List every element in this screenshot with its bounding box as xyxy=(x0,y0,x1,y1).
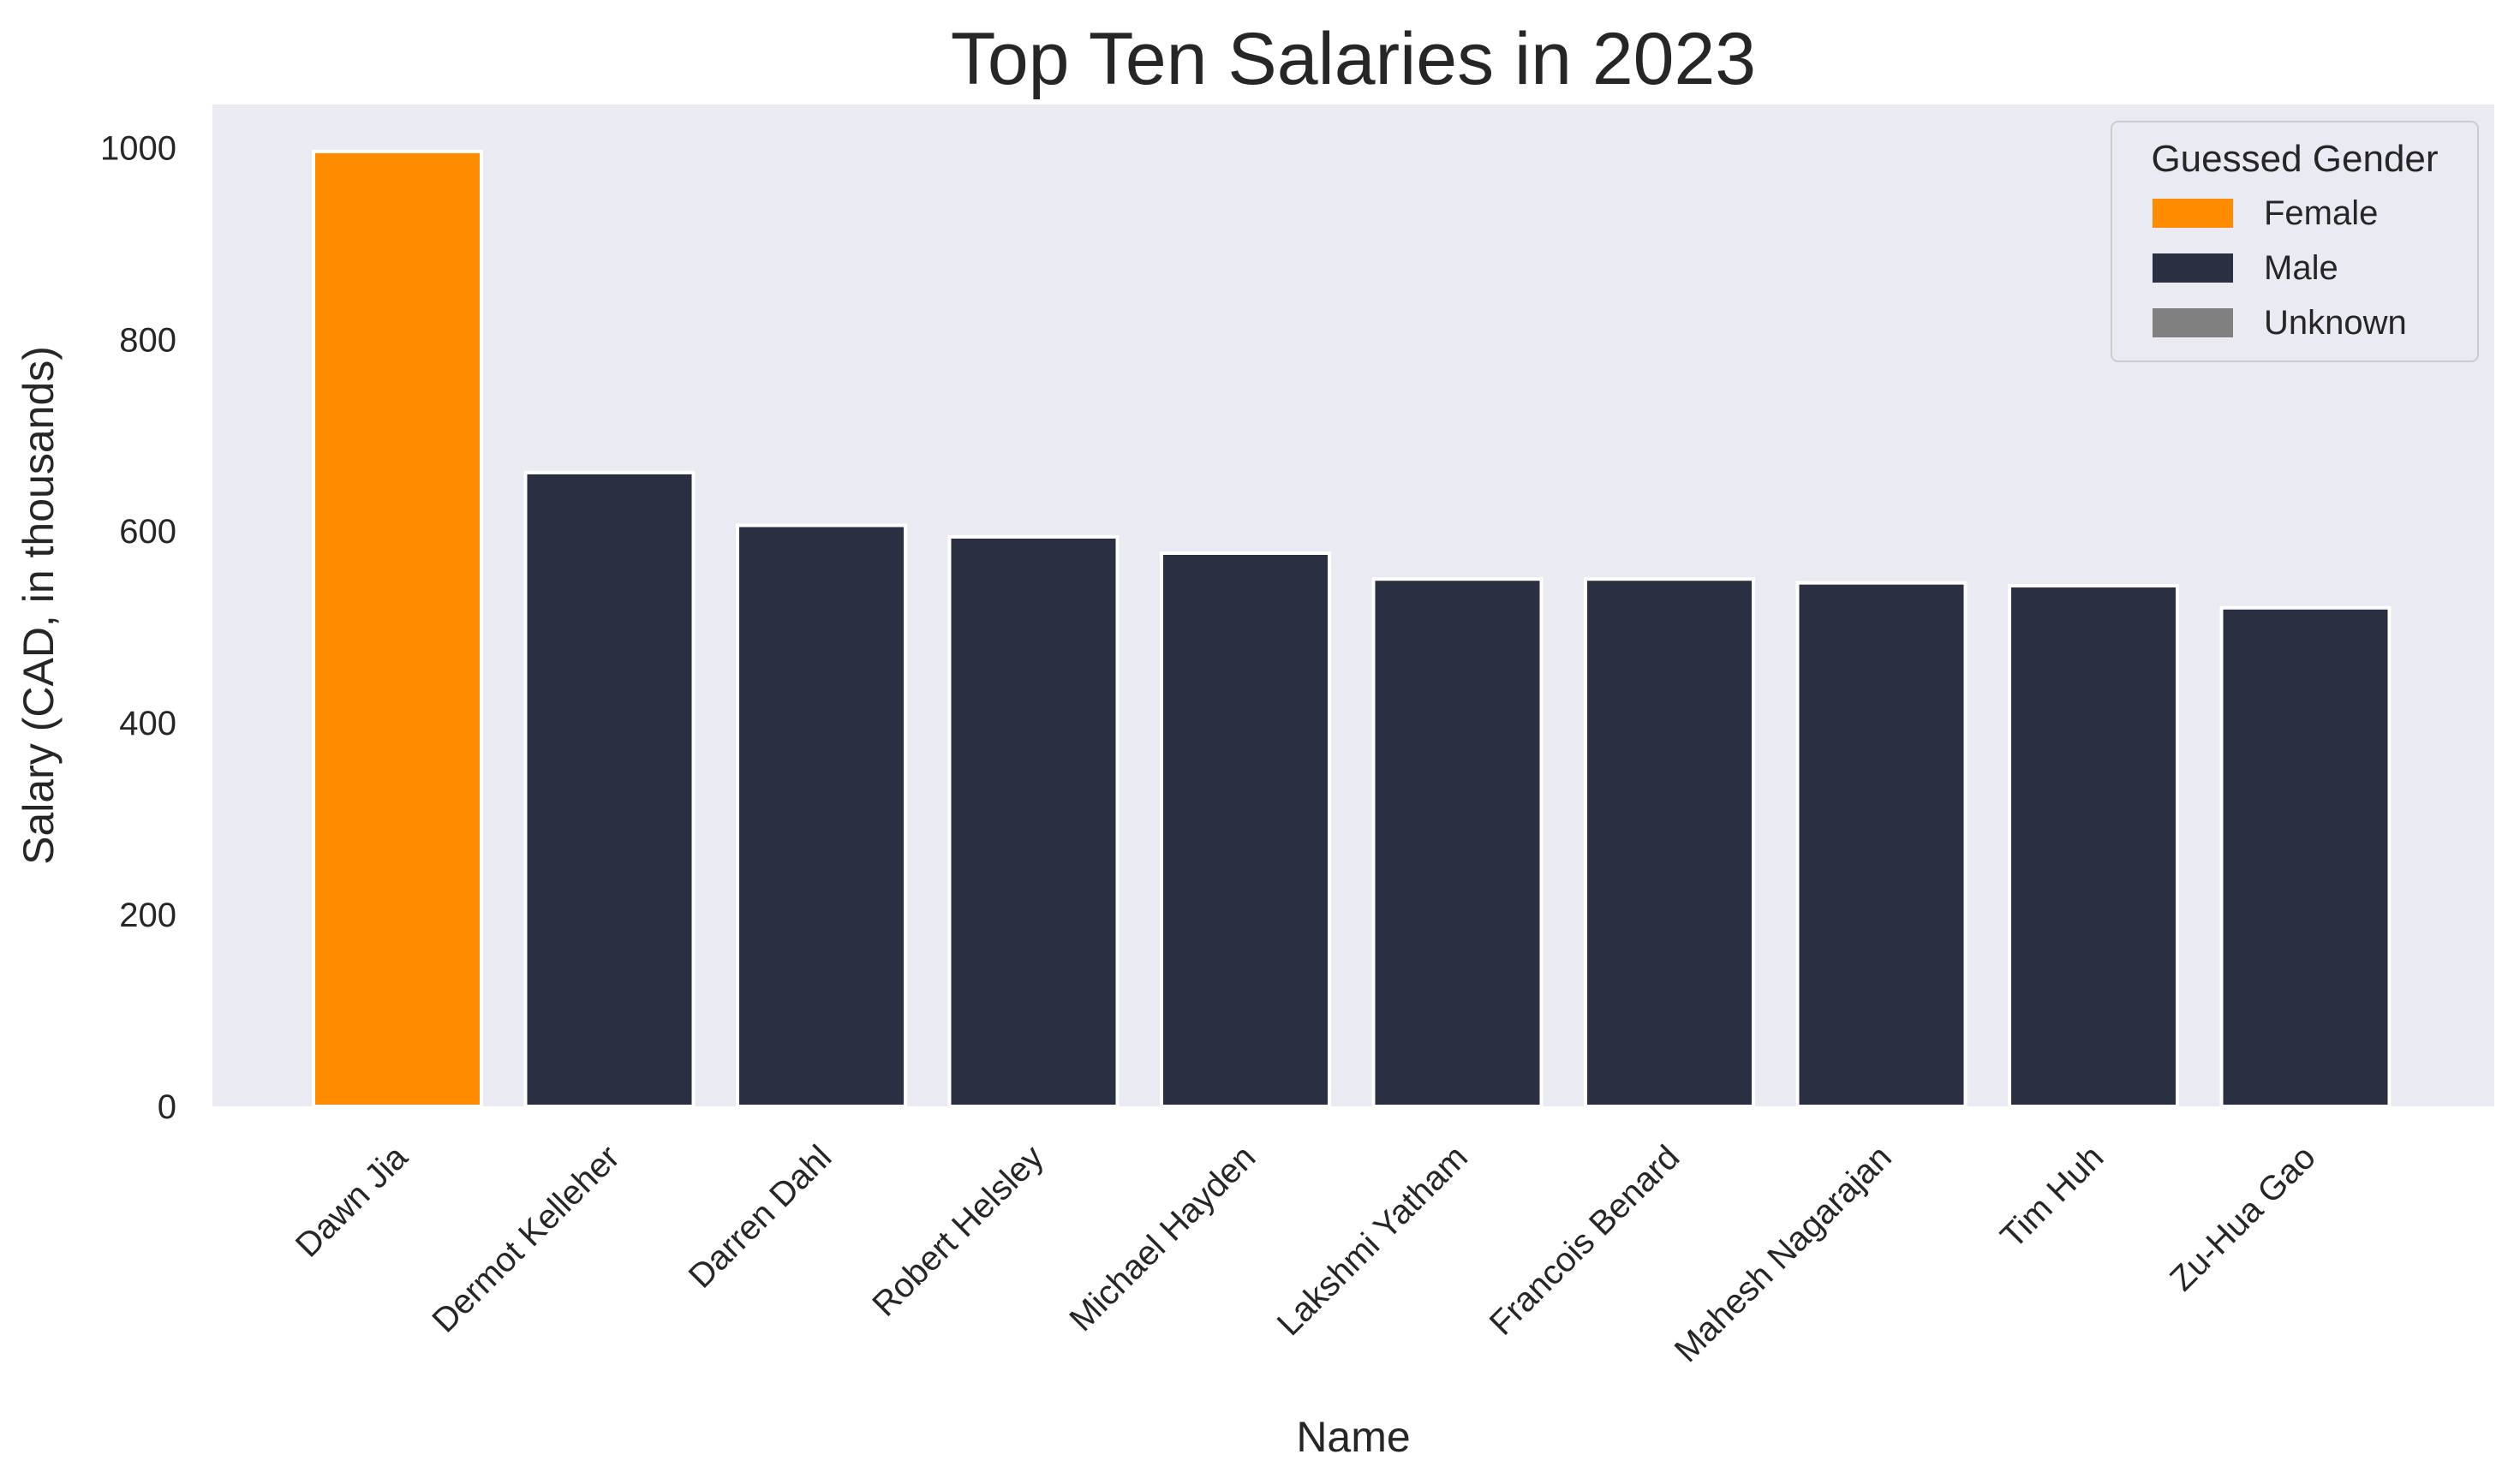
legend: Guessed Gender Female Male Unknown xyxy=(2111,121,2479,362)
legend-label-male: Male xyxy=(2264,249,2338,287)
legend-swatch-female xyxy=(2153,199,2233,228)
y-tick-label: 200 xyxy=(119,897,176,934)
legend-title: Guessed Gender xyxy=(2151,138,2438,180)
x-tick-label: Zu-Hua Gao xyxy=(2163,1138,2323,1298)
legend-box xyxy=(2111,121,2479,362)
y-tick-label: 800 xyxy=(119,321,176,359)
y-tick-label: 400 xyxy=(119,705,176,742)
y-tick-label: 1000 xyxy=(100,129,176,167)
x-tick-label: Robert Helsley xyxy=(865,1138,1051,1324)
bar-michael-hayden xyxy=(1160,551,1331,1108)
x-tick-label: Francois Benard xyxy=(1483,1138,1687,1343)
legend-label-unknown: Unknown xyxy=(2264,304,2407,342)
bar-tim-huh xyxy=(2008,584,2179,1108)
bar-francois-benard xyxy=(1584,577,1755,1108)
bar-mahesh-nagarajan xyxy=(1795,581,1968,1108)
bar-darren-dahl xyxy=(736,523,907,1108)
bar-dawn-jia xyxy=(312,149,483,1109)
x-tick-label: Dermot Kelleher xyxy=(425,1138,626,1339)
x-tick-label: Tim Huh xyxy=(1993,1138,2111,1255)
bar-dermot-kelleher xyxy=(523,470,696,1108)
x-axis-label: Name xyxy=(1296,1413,1410,1461)
x-tick-label: Mahesh Nagarajan xyxy=(1668,1138,1899,1369)
x-tick-label: Darren Dahl xyxy=(682,1138,839,1296)
legend-swatch-unknown xyxy=(2153,308,2233,337)
legend-swatch-male xyxy=(2153,253,2233,283)
x-axis-ticks: Dawn Jia Dermot Kelleher Darren Dahl Robert… xyxy=(289,1138,2323,1370)
bar-lakshmi-yatham xyxy=(1371,577,1544,1108)
y-tick-label: 0 xyxy=(158,1088,176,1126)
y-axis-label: Salary (CAD, in thousands) xyxy=(15,346,63,865)
bar-robert-helsley xyxy=(947,534,1120,1108)
bars-group xyxy=(312,149,2392,1109)
bar-zu-hua-gao xyxy=(2219,605,2392,1108)
x-tick-label: Dawn Jia xyxy=(289,1138,415,1265)
chart-title: Top Ten Salaries in 2023 xyxy=(951,18,1756,100)
x-tick-label: Michael Hayden xyxy=(1062,1138,1263,1338)
y-axis-ticks: 0 200 400 600 800 1000 xyxy=(100,129,176,1126)
y-tick-label: 600 xyxy=(119,513,176,551)
legend-label-female: Female xyxy=(2264,194,2378,232)
x-tick-label: Lakshmi Yatham xyxy=(1270,1138,1475,1343)
